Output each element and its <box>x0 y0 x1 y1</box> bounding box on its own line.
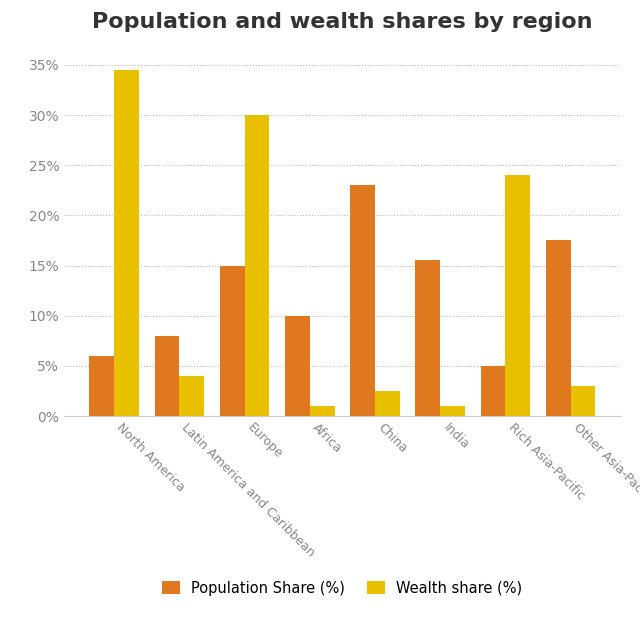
Bar <box>114 70 139 416</box>
Bar <box>90 356 114 416</box>
Bar <box>440 406 465 416</box>
Bar <box>506 175 531 416</box>
Bar <box>375 391 400 416</box>
Bar <box>285 316 310 416</box>
Bar <box>244 115 269 416</box>
Bar <box>310 406 335 416</box>
Bar <box>546 241 571 416</box>
Bar <box>220 266 244 416</box>
Bar <box>415 260 440 416</box>
Bar <box>571 386 595 416</box>
Bar <box>179 376 204 416</box>
Bar <box>154 336 179 416</box>
Legend: Population Share (%), Wealth share (%): Population Share (%), Wealth share (%) <box>156 575 529 602</box>
Bar <box>481 366 506 416</box>
Bar <box>350 185 375 416</box>
Title: Population and wealth shares by region: Population and wealth shares by region <box>92 12 593 32</box>
